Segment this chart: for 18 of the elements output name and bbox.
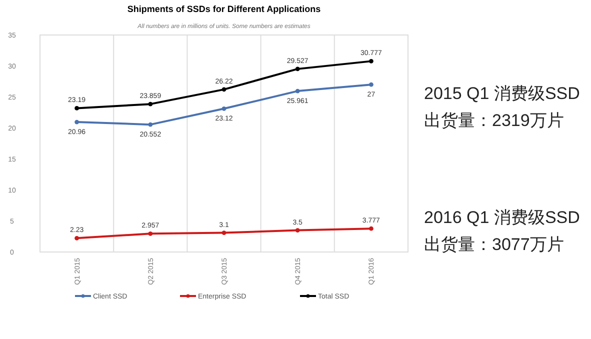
point bbox=[148, 231, 153, 236]
point bbox=[148, 102, 153, 106]
point bbox=[369, 226, 374, 231]
point bbox=[295, 66, 300, 72]
point bbox=[369, 58, 374, 64]
point bbox=[148, 122, 153, 127]
point bbox=[369, 82, 374, 87]
annotation: 2015 Q1 消费级SSD 出货量：2319万片 bbox=[424, 84, 580, 130]
title: Shipments of SSDs for Different Applications bbox=[127, 4, 321, 14]
point bbox=[222, 87, 226, 92]
point bbox=[222, 230, 226, 235]
point bbox=[222, 106, 226, 111]
point bbox=[74, 236, 79, 240]
annotation: 2016 Q1 消费级SSD 出货量：3077万片 bbox=[424, 208, 580, 254]
point bbox=[295, 228, 300, 232]
point bbox=[74, 120, 79, 124]
point bbox=[74, 106, 79, 110]
point bbox=[295, 88, 300, 94]
